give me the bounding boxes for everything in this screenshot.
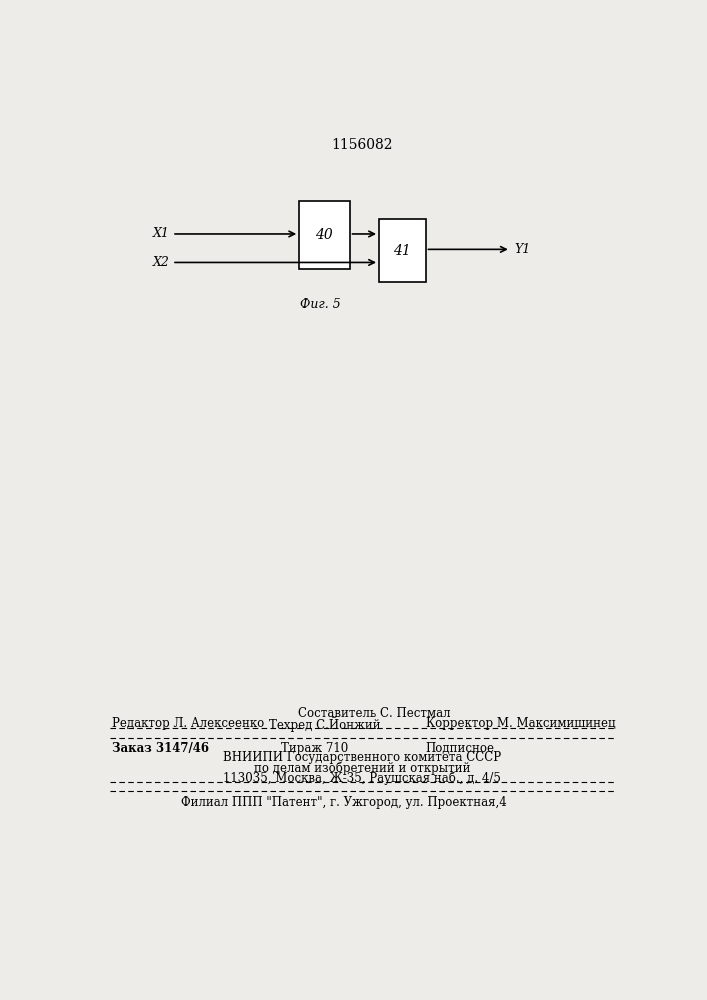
Text: 113035, Москва, Ж-35, Раушская наб., д. 4/5: 113035, Москва, Ж-35, Раушская наб., д. …	[223, 771, 501, 785]
Text: 1156082: 1156082	[331, 138, 392, 152]
Bar	[299, 201, 349, 269]
Text: X2: X2	[153, 256, 170, 269]
Text: Заказ 3147/46: Заказ 3147/46	[112, 742, 209, 755]
Text: Филиал ППП "Патент", г. Ужгород, ул. Проектная,4: Филиал ППП "Патент", г. Ужгород, ул. Про…	[182, 796, 507, 809]
Text: Корректор М. Максимишинец: Корректор М. Максимишинец	[426, 717, 615, 730]
Text: Составитель С. Пестмал: Составитель С. Пестмал	[298, 707, 450, 720]
Text: Фиг. 5: Фиг. 5	[300, 298, 341, 311]
Text: по делам изобретений и открытий: по делам изобретений и открытий	[254, 761, 470, 775]
Text: Редактор Л. Алексеенко: Редактор Л. Алексеенко	[112, 717, 264, 730]
Bar	[379, 219, 426, 282]
Text: 41: 41	[393, 244, 411, 258]
Text: ВНИИПИ Государственного комитета СССР: ВНИИПИ Государственного комитета СССР	[223, 751, 501, 764]
Text: Y1: Y1	[515, 243, 531, 256]
Text: Тираж 710: Тираж 710	[281, 742, 348, 755]
Text: Подписное: Подписное	[426, 742, 494, 755]
Text: X1: X1	[153, 227, 170, 240]
Text: 40: 40	[315, 228, 333, 242]
Text: Техред С.Йонжий: Техред С.Йонжий	[269, 717, 380, 732]
